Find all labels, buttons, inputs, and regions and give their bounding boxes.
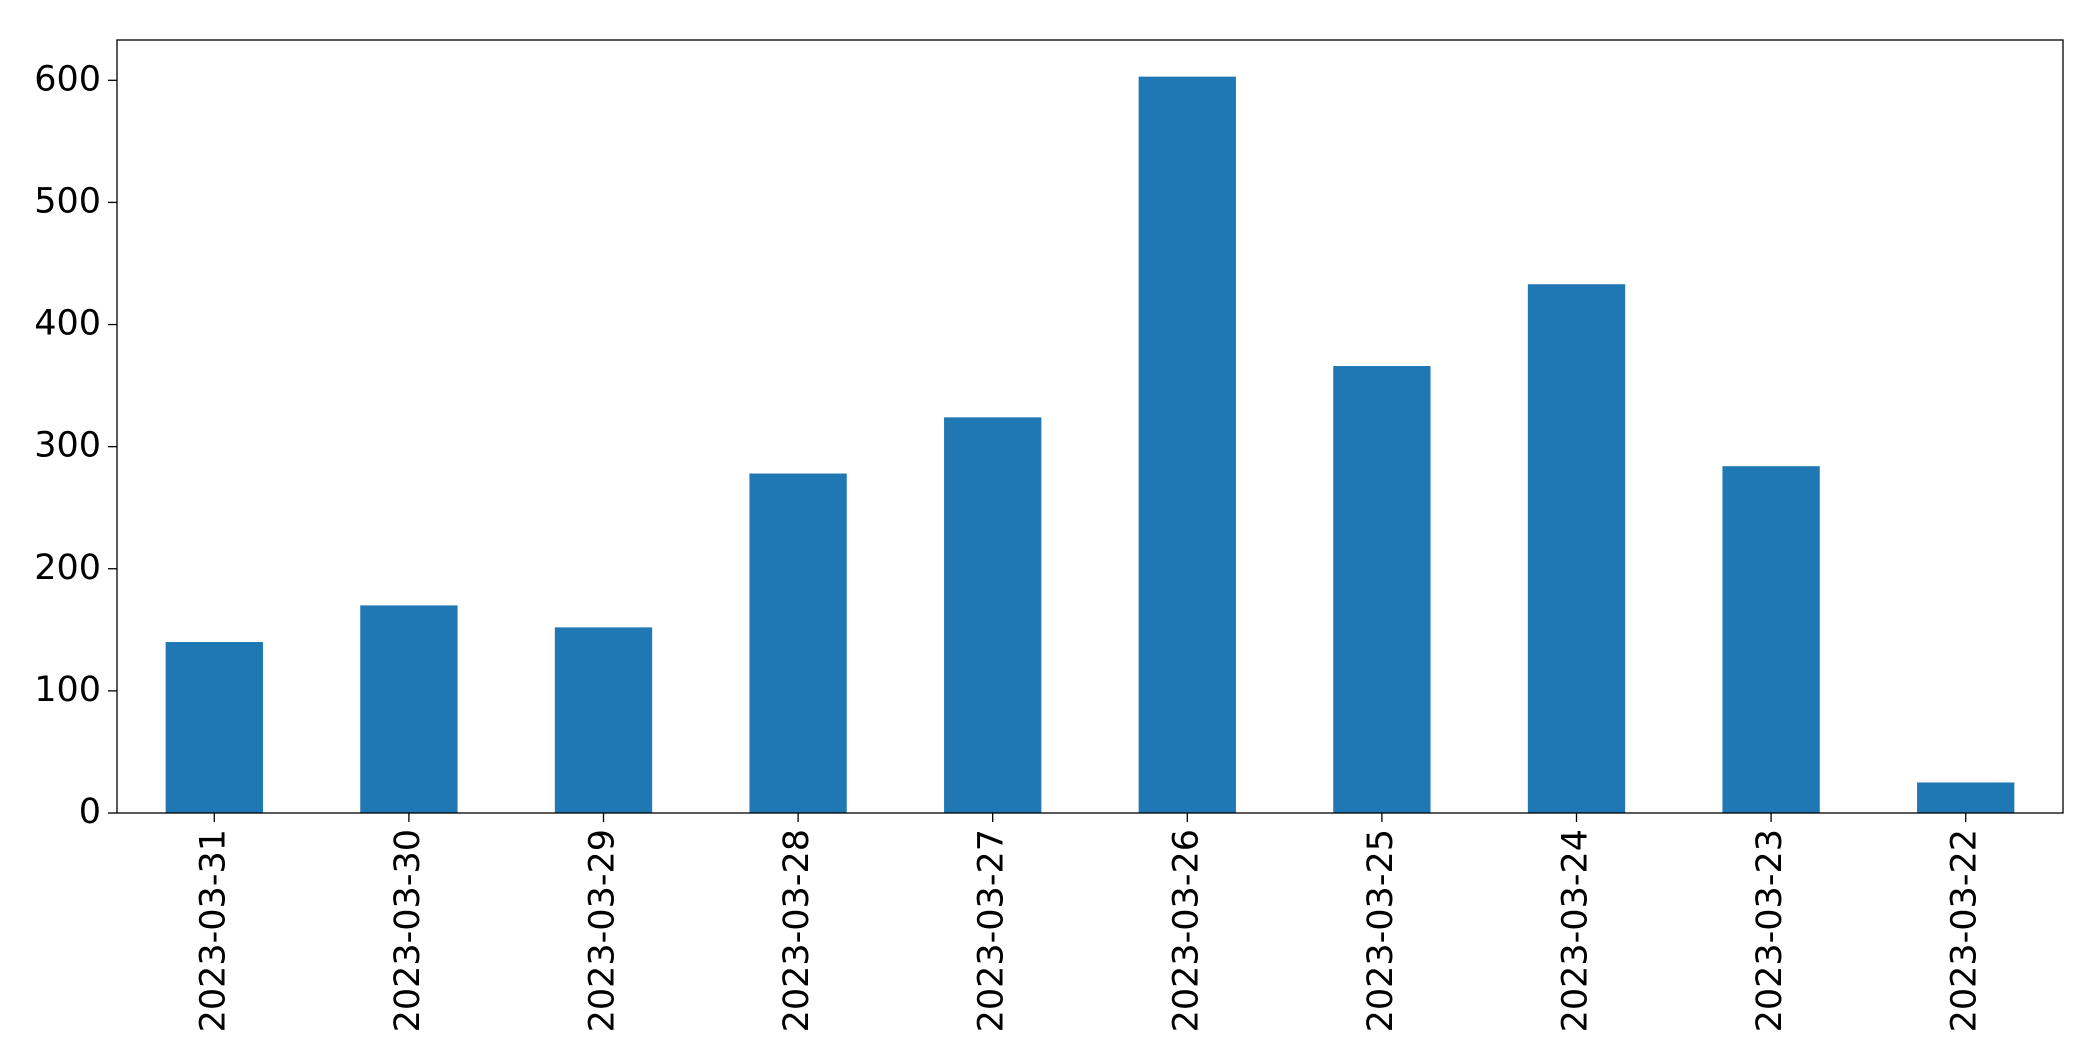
bar: [1722, 466, 1820, 813]
y-tick-label: 300: [34, 426, 101, 466]
x-tick-label: 2023-03-28: [777, 829, 817, 1032]
bar: [1917, 782, 2015, 813]
y-tick-label: 0: [79, 792, 101, 832]
bar: [1527, 284, 1626, 814]
y-tick-label: 600: [34, 59, 101, 99]
y-tick-label: 400: [34, 304, 101, 344]
x-tick-label: 2023-03-25: [1361, 829, 1401, 1032]
bar: [360, 605, 458, 813]
bar: [749, 473, 847, 813]
x-tick-label: 2023-03-30: [388, 829, 428, 1032]
x-tick-label: 2023-03-22: [1945, 829, 1985, 1032]
y-tick-label: 100: [34, 670, 101, 710]
x-tick-label: 2023-03-27: [972, 829, 1012, 1032]
bar: [1333, 366, 1431, 813]
x-tick-label: 2023-03-31: [193, 829, 233, 1032]
bar: [944, 417, 1042, 813]
x-tick-label: 2023-03-26: [1166, 829, 1206, 1032]
bar: [554, 627, 653, 813]
x-tick-label: 2023-03-24: [1556, 829, 1596, 1032]
y-tick-label: 200: [34, 548, 101, 588]
plot-frame: [116, 39, 2064, 814]
bar: [1138, 76, 1236, 813]
y-tick-label: 500: [34, 181, 101, 221]
x-tick-label: 2023-03-29: [583, 829, 623, 1032]
x-tick-label: 2023-03-23: [1750, 829, 1790, 1032]
bar: [165, 642, 263, 813]
